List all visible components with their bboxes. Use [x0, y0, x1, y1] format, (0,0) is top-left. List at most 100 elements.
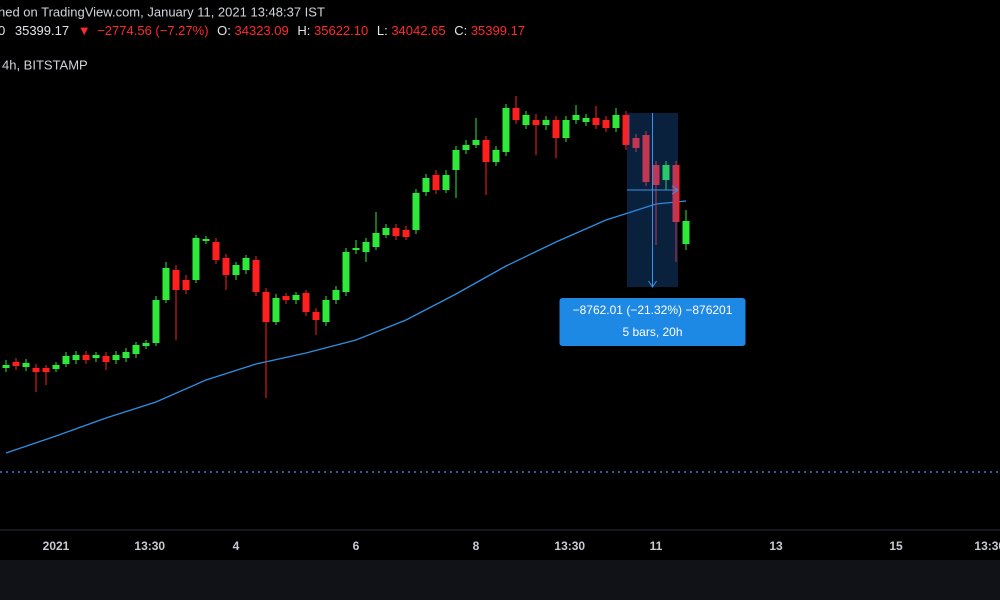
legend-item: L:: [377, 23, 388, 38]
candle-body: [372, 233, 380, 247]
x-tick-label: 15: [889, 539, 903, 553]
x-tick-label: 13:30: [134, 539, 165, 553]
candle-body: [382, 228, 390, 235]
candle-body: [22, 363, 30, 367]
candle-body: [232, 265, 240, 275]
candle-body: [132, 345, 140, 354]
candle-body: [362, 242, 370, 252]
symbol-label: 4h, BITSTAMP: [2, 57, 88, 72]
candle-body: [392, 228, 400, 236]
candle-body: [122, 352, 130, 358]
candle-body: [142, 343, 150, 346]
candle-body: [162, 268, 170, 300]
candle-body: [342, 252, 350, 292]
x-tick-label: 6: [353, 539, 360, 553]
candle-body: [262, 292, 270, 322]
candle-body: [422, 178, 430, 192]
candle-body: [662, 165, 670, 180]
legend-item: 34323.09: [235, 23, 289, 38]
candle-body: [242, 258, 250, 270]
candle-body: [322, 300, 330, 322]
published-note: hed on TradingView.com, January 11, 2021…: [0, 4, 325, 19]
candle-body: [12, 362, 20, 366]
measure-text: 5 bars, 20h: [622, 325, 682, 339]
candle-body: [492, 150, 500, 162]
candle-body: [32, 368, 40, 372]
legend-item: C:: [454, 23, 467, 38]
candle-body: [62, 356, 70, 364]
candle-body: [52, 365, 60, 369]
measure-arrowhead: [671, 185, 679, 195]
legend-item: O:: [217, 23, 231, 38]
candle-body: [652, 165, 660, 185]
candle-body: [212, 242, 220, 260]
candle-body: [552, 120, 560, 138]
candle-body: [442, 175, 450, 190]
candle-body: [252, 260, 260, 292]
ohlc-legend: 0 35399.17 ▼ −2774.56 (−7.27%) O: 34323.…: [0, 23, 525, 38]
legend-item: H:: [297, 23, 310, 38]
candle-body: [202, 239, 210, 241]
candle-body: [482, 140, 490, 162]
candle-body: [2, 365, 10, 368]
legend-item: 35399.17: [15, 23, 69, 38]
candle-body: [152, 300, 160, 343]
candle-body: [402, 230, 410, 237]
candle-body: [642, 135, 650, 182]
x-tick-label: 13:30: [974, 539, 1000, 553]
candle-body: [82, 355, 90, 360]
candle-body: [622, 115, 630, 145]
x-tick-label: 11: [650, 539, 663, 553]
x-tick-label: 8: [473, 539, 480, 553]
candle-body: [612, 115, 620, 128]
candle-body: [302, 293, 310, 312]
candle-body: [592, 118, 600, 125]
candle-body: [42, 368, 50, 372]
candle-body: [222, 258, 230, 275]
legend-item: 35399.17: [471, 23, 525, 38]
candle-body: [582, 118, 590, 122]
measure-arrowhead: [648, 280, 657, 288]
candle-body: [542, 120, 550, 125]
measure-tooltip: [559, 298, 746, 346]
measure-text: −8762.01 (−21.32%) −876201: [573, 303, 733, 317]
candle-body: [462, 145, 470, 150]
candle-body: [272, 298, 280, 322]
legend-item: 35622.10: [314, 23, 368, 38]
candle-body: [282, 296, 290, 300]
candle-body: [192, 238, 200, 280]
x-tick-label: 13:30: [554, 539, 585, 553]
candle-body: [572, 115, 580, 120]
x-tick-label: 2021: [43, 539, 70, 553]
x-tick-label: 4: [233, 539, 240, 553]
candle-body: [682, 221, 690, 244]
candle-body: [72, 355, 80, 360]
candle-body: [182, 280, 190, 290]
candle-body: [102, 356, 110, 362]
legend-item: 34042.65: [391, 23, 445, 38]
candle-body: [512, 108, 520, 120]
legend-item: 0: [0, 23, 5, 38]
footer-band: [0, 560, 1000, 600]
x-tick-label: 13: [769, 539, 783, 553]
candle-body: [522, 115, 530, 125]
candle-body: [92, 355, 100, 358]
candle-body: [472, 140, 480, 145]
candle-body: [332, 290, 340, 300]
candle-body: [432, 175, 440, 190]
candle-body: [632, 138, 640, 148]
candle-body: [412, 193, 420, 230]
candle-body: [292, 295, 300, 300]
candle-body: [112, 355, 120, 360]
candle-body: [672, 165, 680, 222]
moving-average-line: [5, 200, 687, 454]
candle-body: [452, 150, 460, 170]
candle-body: [172, 270, 180, 290]
candle-body: [352, 248, 360, 250]
plot-area: −8762.01 (−21.32%) −876201 5 bars, 20h: [0, 96, 1000, 473]
candle-body: [312, 312, 320, 320]
candle-body: [562, 120, 570, 138]
legend-item: ▼: [78, 23, 91, 38]
candle-body: [602, 120, 610, 128]
